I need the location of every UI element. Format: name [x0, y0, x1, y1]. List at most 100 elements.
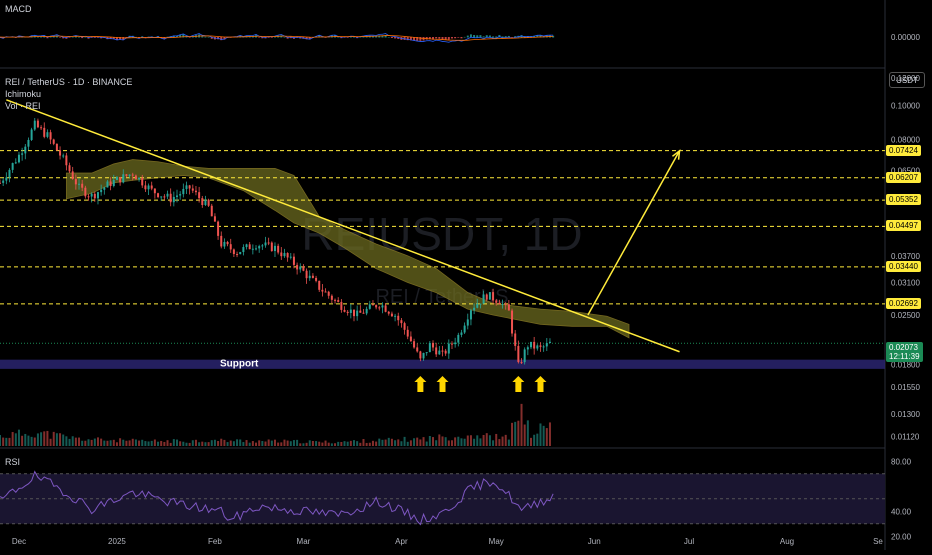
volume-bar — [466, 435, 469, 446]
volume-bar — [353, 440, 355, 446]
volume-bar — [305, 442, 308, 446]
candle-body — [0, 182, 1, 184]
support-zone — [0, 359, 885, 369]
macd-bar — [283, 36, 286, 38]
volume-bar — [191, 440, 194, 446]
candle-body — [74, 178, 77, 185]
volume-bar — [223, 439, 226, 446]
macd-bar — [52, 36, 55, 38]
volume-bar — [59, 433, 62, 446]
level-tag-1: 0.06207 — [886, 171, 921, 183]
volume-bar — [428, 436, 431, 446]
candle-body — [220, 235, 223, 247]
macd-bar — [384, 34, 387, 38]
macd-bar — [62, 37, 65, 39]
candle-body — [302, 266, 305, 271]
volume-bar — [17, 429, 20, 446]
macd-bar — [172, 35, 175, 38]
volume-bar — [213, 439, 216, 446]
volume-bar — [84, 440, 87, 446]
volume-bar — [232, 441, 235, 446]
price-tick: 0.10000 — [891, 102, 920, 111]
macd-axis-tick: 0.00000 — [891, 33, 920, 42]
candle-body — [463, 325, 466, 333]
macd-bar — [406, 37, 409, 41]
macd-bar — [318, 35, 321, 38]
candle-body — [198, 192, 201, 199]
candle-body — [384, 305, 387, 312]
candle-body — [340, 301, 343, 310]
macd-bar — [441, 37, 444, 40]
candle-body — [501, 303, 504, 305]
candle-body — [232, 249, 235, 255]
candle-body — [100, 189, 103, 193]
volume-bar — [299, 443, 302, 446]
volume-bar — [450, 440, 453, 446]
macd-bar — [346, 37, 349, 38]
candle-body — [479, 303, 482, 305]
volume-bar — [153, 439, 156, 446]
volume-bar — [359, 442, 362, 446]
candle-body — [191, 188, 194, 191]
volume-bar — [511, 422, 514, 446]
candle-body — [185, 185, 188, 189]
volume-bar — [134, 439, 137, 446]
symbol-title[interactable]: REI / TetherUS · 1D · BINANCE — [5, 77, 133, 87]
candle-body — [213, 216, 216, 222]
currency-button[interactable]: USDT — [889, 72, 925, 88]
volume-bar — [311, 440, 314, 446]
volume-bar — [109, 440, 112, 446]
price-tick: 0.01300 — [891, 410, 920, 419]
candle-body — [261, 245, 264, 247]
macd-bar — [305, 37, 308, 40]
macd-bar — [204, 36, 207, 38]
volume-bar — [65, 436, 68, 446]
candle-body — [239, 252, 242, 255]
candle-body — [62, 155, 65, 157]
volume-bar — [226, 442, 229, 446]
volume-bar — [387, 437, 390, 446]
ichimoku-label[interactable]: Ichimoku — [5, 89, 42, 99]
candle-body — [473, 307, 476, 311]
candle-body — [432, 342, 435, 348]
volume-bar — [425, 441, 428, 446]
candle-body — [514, 333, 517, 346]
volume-bar — [264, 441, 267, 446]
volume-bar — [397, 439, 400, 446]
volume-bar — [11, 432, 14, 446]
volume-bar — [169, 442, 172, 446]
macd-bar — [539, 35, 542, 38]
macd-bar — [536, 35, 539, 38]
candle-body — [179, 194, 182, 196]
macd-bar — [432, 37, 435, 40]
volume-bar — [438, 434, 441, 446]
candle-body — [315, 277, 318, 281]
candle-body — [194, 190, 197, 193]
volume-bar — [315, 441, 318, 446]
volume-bar — [460, 438, 463, 446]
volume-bar — [30, 436, 33, 446]
macd-bar — [511, 37, 514, 38]
rsi-label[interactable]: RSI — [5, 457, 21, 467]
candle-body — [371, 304, 374, 306]
candle-body — [125, 174, 128, 176]
volume-bar — [394, 440, 397, 446]
macd-bar — [353, 36, 355, 38]
candle-body — [43, 127, 46, 137]
macd-bar — [106, 37, 109, 40]
candle-body — [381, 305, 384, 308]
volume-bar — [87, 439, 90, 446]
volume-bar — [390, 438, 393, 446]
macd-bar — [270, 37, 273, 38]
volume-label[interactable]: Vol · REI — [5, 101, 41, 111]
volume-bars — [0, 403, 551, 446]
time-tick: Feb — [208, 537, 222, 546]
macd-bar — [378, 35, 381, 38]
volume-bar — [179, 441, 182, 446]
macd-bar — [115, 37, 118, 40]
candle-body — [469, 310, 472, 320]
volume-bar — [349, 440, 352, 446]
candle-body — [236, 254, 239, 256]
volume-bar — [150, 440, 153, 446]
